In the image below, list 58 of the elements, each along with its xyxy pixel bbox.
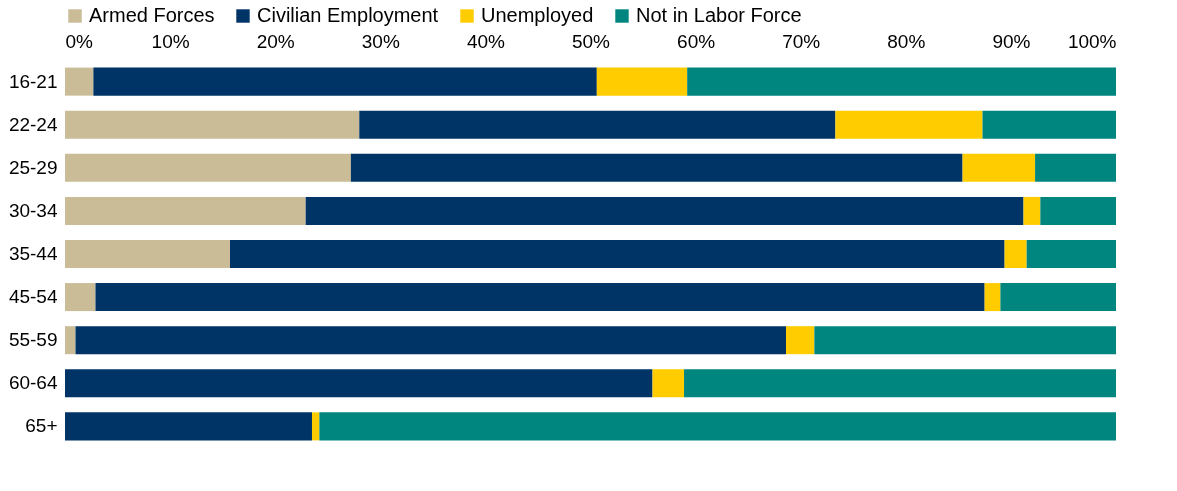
legend-label: Unemployed [481, 4, 594, 26]
bar [65, 196, 306, 225]
bar [1040, 196, 1116, 225]
bar [65, 369, 653, 398]
bar [75, 326, 786, 355]
bar [785, 326, 815, 355]
x-tick-label: 80% [887, 30, 926, 52]
bar [1023, 196, 1041, 225]
x-tick-label: 30% [361, 30, 400, 52]
bar [65, 326, 76, 355]
y-tick-label: 22-24 [8, 113, 58, 135]
y-tick-label: 25-29 [8, 156, 58, 178]
bar [1035, 153, 1116, 182]
x-tick-label: 50% [571, 30, 611, 52]
bar [982, 110, 1116, 139]
bar [65, 412, 312, 441]
bar [311, 412, 320, 441]
y-tick-label: 60-64 [8, 372, 58, 394]
y-tick-label: 35-44 [8, 243, 58, 264]
bar [65, 153, 351, 182]
x-tick-label: 40% [466, 30, 506, 52]
x-tick-label: 90% [992, 30, 1031, 52]
bar [65, 67, 94, 96]
bar [984, 283, 1001, 312]
legend-label: Not in Labor Force [636, 4, 802, 26]
x-tick-label: 0% [65, 30, 94, 52]
bar [814, 326, 1116, 355]
bar [687, 67, 1116, 96]
bar [359, 110, 836, 139]
bar [596, 67, 688, 96]
x-tick-label: 60% [677, 30, 716, 52]
legend-label: Civilian Employment [257, 4, 439, 26]
bar [65, 239, 231, 269]
y-tick-label: 30-34 [8, 199, 58, 221]
bar [319, 412, 1116, 441]
y-tick-label: 45-54 [8, 286, 58, 308]
x-tick-label: 20% [256, 30, 295, 52]
bar [652, 369, 685, 398]
bar [1004, 239, 1027, 269]
bar [93, 67, 597, 96]
bar [684, 369, 1116, 398]
bar [1000, 283, 1116, 312]
bar [65, 283, 96, 312]
y-tick-label: 55-59 [8, 329, 58, 351]
bar [350, 153, 963, 182]
legend-label: Armed Forces [89, 4, 215, 26]
x-tick-label: 10% [151, 30, 190, 52]
bar [305, 196, 1024, 225]
bar [95, 283, 985, 312]
bar [65, 110, 360, 139]
x-tick-label: 100% [1067, 30, 1117, 52]
x-tick-label: 70% [782, 30, 821, 52]
y-tick-label: 65+ [25, 415, 58, 437]
y-tick-label: 16-21 [8, 70, 58, 92]
bar [1026, 239, 1116, 269]
bar [962, 153, 1036, 182]
bar [230, 239, 1005, 269]
bar [835, 110, 983, 139]
